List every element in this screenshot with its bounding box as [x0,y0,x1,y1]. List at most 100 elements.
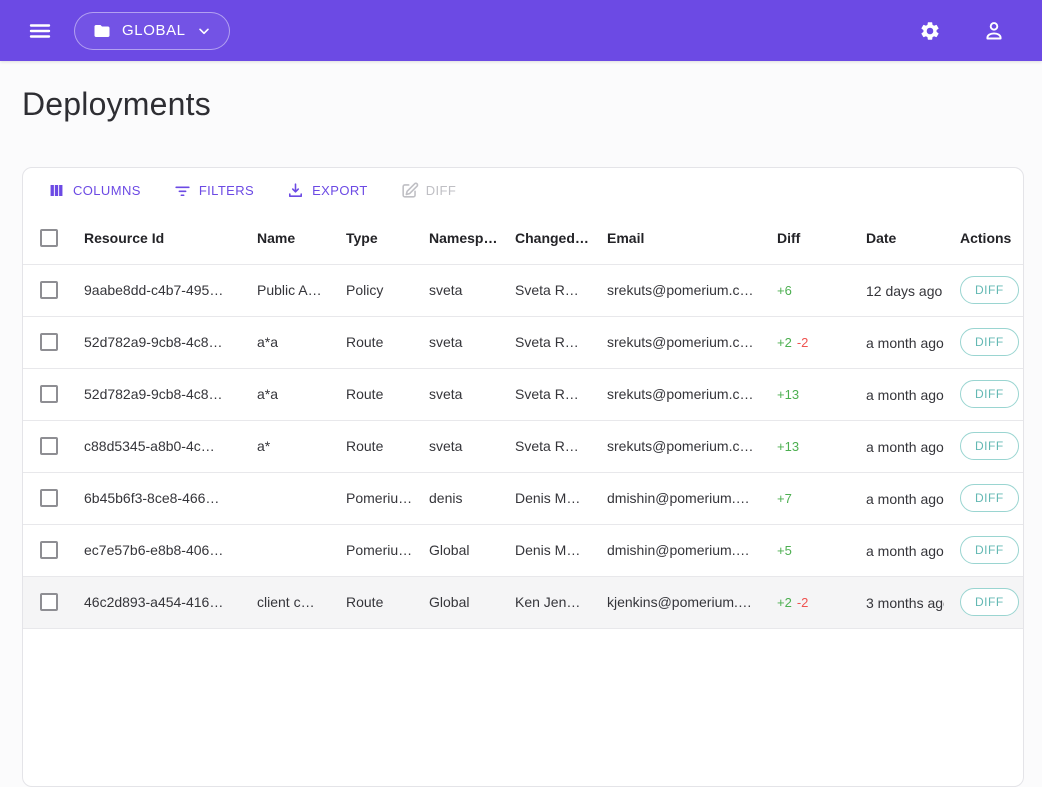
row-diff-button[interactable]: DIFF [960,328,1019,356]
diff-removed: -2 [797,335,809,350]
namespace-selector[interactable]: GLOBAL [74,12,230,50]
resource-id-cell: 9aabe8dd-c4b7-495… [76,264,249,316]
email-cell: srekuts@pomerium.c… [599,264,769,316]
column-header[interactable]: Changed… [507,212,599,264]
email-cell: srekuts@pomerium.c… [599,420,769,472]
resource-id-cell: c88d5345-a8b0-4c… [76,420,249,472]
actions-cell: DIFF [952,316,1023,368]
row-checkbox[interactable] [40,281,58,299]
row-diff-button[interactable]: DIFF [960,536,1019,564]
diff-toolbar-label: DIFF [426,183,456,198]
settings-button[interactable] [910,11,950,51]
namespace-cell: Global [421,576,507,628]
email-cell: dmishin@pomerium.… [599,524,769,576]
export-button[interactable]: EXPORT [276,175,378,206]
type-cell: Route [338,576,421,628]
row-diff-button[interactable]: DIFF [960,276,1019,304]
table-row[interactable]: 9aabe8dd-c4b7-495…Public A…PolicysvetaSv… [23,264,1023,316]
filters-label: FILTERS [199,183,254,198]
table-row[interactable]: 6b45b6f3-8ce8-466…Pomeriu…denisDenis M…d… [23,472,1023,524]
download-icon [286,181,305,200]
row-checkbox[interactable] [40,385,58,403]
columns-button[interactable]: COLUMNS [37,175,151,206]
diff-removed: -2 [797,595,809,610]
type-cell: Route [338,368,421,420]
diff-added: +13 [777,387,799,402]
account-button[interactable] [974,11,1014,51]
diff-toolbar-button[interactable]: DIFF [390,175,466,206]
type-cell: Route [338,420,421,472]
changed-by-cell: Denis M… [507,472,599,524]
row-checkbox[interactable] [40,541,58,559]
deployments-table: Resource IdNameTypeNamesp…Changed…EmailD… [23,212,1023,629]
changed-by-cell: Denis M… [507,524,599,576]
diff-cell: +13 [769,420,858,472]
date-cell: a month ago [858,524,952,576]
filter-icon [173,181,192,200]
resource-id-cell: 46c2d893-a454-416… [76,576,249,628]
table-row[interactable]: 52d782a9-9cb8-4c8…a*aRoutesvetaSveta R…s… [23,316,1023,368]
row-diff-button[interactable]: DIFF [960,484,1019,512]
diff-added: +13 [777,439,799,454]
column-header[interactable]: Type [338,212,421,264]
email-cell: srekuts@pomerium.c… [599,368,769,420]
column-header[interactable]: Diff [769,212,858,264]
actions-cell: DIFF [952,368,1023,420]
row-diff-button[interactable]: DIFF [960,432,1019,460]
folder-icon [92,22,112,40]
namespace-cell: sveta [421,264,507,316]
column-header[interactable]: Email [599,212,769,264]
select-all-checkbox[interactable] [40,229,58,247]
row-checkbox-cell [23,420,76,472]
date-text: 12 days ago [866,283,942,299]
row-checkbox[interactable] [40,437,58,455]
date-text: a month ago [866,439,944,455]
row-checkbox-cell [23,264,76,316]
row-checkbox-cell [23,368,76,420]
deployments-card: COLUMNS FILTERS EXPORT DIFF [22,167,1024,787]
menu-button[interactable] [20,11,60,51]
type-cell: Route [338,316,421,368]
page-title: Deployments [22,86,1024,123]
columns-icon [47,181,66,200]
row-checkbox[interactable] [40,333,58,351]
date-cell: 3 months ago [858,576,952,628]
table-row[interactable]: c88d5345-a8b0-4c…a*RoutesvetaSveta R…sre… [23,420,1023,472]
name-cell: a*a [249,316,338,368]
name-cell [249,524,338,576]
table-row[interactable]: ec7e57b6-e8b8-406…Pomeriu…GlobalDenis M…… [23,524,1023,576]
row-checkbox-cell [23,316,76,368]
name-cell [249,472,338,524]
email-cell: dmishin@pomerium.… [599,472,769,524]
row-checkbox[interactable] [40,489,58,507]
column-header[interactable]: Namesp… [421,212,507,264]
resource-id-cell: 6b45b6f3-8ce8-466… [76,472,249,524]
diff-cell: +2 -2 [769,576,858,628]
name-cell: a*a [249,368,338,420]
date-text: a month ago [866,491,944,507]
namespace-cell: sveta [421,316,507,368]
filters-button[interactable]: FILTERS [163,175,264,206]
changed-by-cell: Sveta R… [507,420,599,472]
column-header[interactable]: Date [858,212,952,264]
name-cell: Public A… [249,264,338,316]
date-text: a month ago [866,335,944,351]
email-cell: kjenkins@pomerium.… [599,576,769,628]
diff-cell: +6 [769,264,858,316]
hamburger-icon [28,19,52,43]
table-body: 9aabe8dd-c4b7-495…Public A…PolicysvetaSv… [23,264,1023,628]
table-row[interactable]: 52d782a9-9cb8-4c8…a*aRoutesvetaSveta R…s… [23,368,1023,420]
actions-cell: DIFF [952,524,1023,576]
row-checkbox[interactable] [40,593,58,611]
column-header[interactable]: Name [249,212,338,264]
row-diff-button[interactable]: DIFF [960,588,1019,616]
edit-square-icon [400,181,419,200]
diff-added: +2 [777,595,792,610]
changed-by-cell: Sveta R… [507,316,599,368]
namespace-cell: sveta [421,420,507,472]
column-header[interactable]: Actions [952,212,1023,264]
diff-added: +6 [777,283,792,298]
table-row[interactable]: 46c2d893-a454-416…client c…RouteGlobalKe… [23,576,1023,628]
column-header[interactable]: Resource Id [76,212,249,264]
row-diff-button[interactable]: DIFF [960,380,1019,408]
